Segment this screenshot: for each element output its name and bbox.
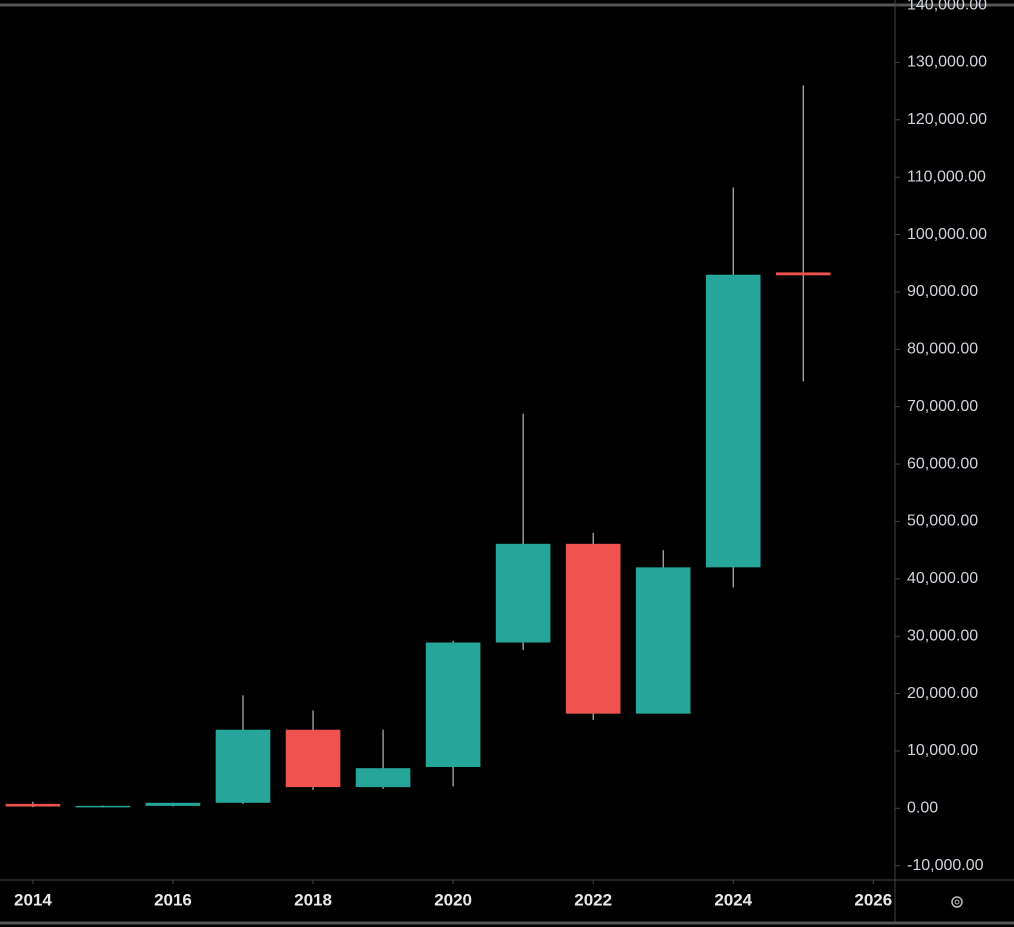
x-tick-label: 2014 bbox=[14, 890, 52, 909]
y-tick-label: 110,000.00 bbox=[907, 168, 986, 185]
x-tick-label: 2020 bbox=[434, 890, 472, 909]
x-tick-label: 2018 bbox=[294, 890, 332, 909]
y-tick-label: -10,000.00 bbox=[907, 857, 984, 874]
y-tick-label: 0.00 bbox=[907, 800, 938, 817]
y-tick-label: 140,000.00 bbox=[907, 0, 987, 13]
y-tick-label: 10,000.00 bbox=[907, 742, 978, 759]
x-tick-label: 2022 bbox=[574, 890, 612, 909]
settings-icon-center bbox=[954, 899, 960, 905]
candle-body bbox=[775, 272, 831, 276]
y-tick-label: 70,000.00 bbox=[907, 398, 978, 415]
candle-body bbox=[705, 274, 761, 568]
x-tick-label: 2016 bbox=[154, 890, 192, 909]
y-tick-label: 60,000.00 bbox=[907, 455, 978, 472]
x-tick-label: 2024 bbox=[714, 890, 752, 909]
candle-body bbox=[355, 768, 411, 788]
y-tick-label: 50,000.00 bbox=[907, 513, 978, 530]
y-tick-label: 100,000.00 bbox=[907, 226, 987, 243]
candle-body bbox=[635, 567, 691, 714]
candle-body bbox=[215, 729, 271, 803]
candle-body bbox=[75, 805, 131, 808]
candle-body bbox=[285, 729, 341, 788]
y-tick-label: 40,000.00 bbox=[907, 570, 978, 587]
candle-body bbox=[425, 642, 481, 768]
y-tick-label: 120,000.00 bbox=[907, 111, 987, 128]
y-tick-label: 90,000.00 bbox=[907, 283, 978, 300]
x-tick-label: 2026 bbox=[854, 890, 892, 909]
y-tick-label: 20,000.00 bbox=[907, 685, 978, 702]
settings-icon[interactable] bbox=[951, 896, 963, 908]
candle-body bbox=[565, 543, 621, 714]
candle-body bbox=[5, 803, 61, 807]
candle-body bbox=[145, 802, 201, 806]
y-tick-label: 80,000.00 bbox=[907, 341, 978, 358]
candle-body bbox=[495, 543, 551, 643]
y-tick-label: 30,000.00 bbox=[907, 627, 978, 644]
y-tick-label: 130,000.00 bbox=[907, 54, 987, 71]
